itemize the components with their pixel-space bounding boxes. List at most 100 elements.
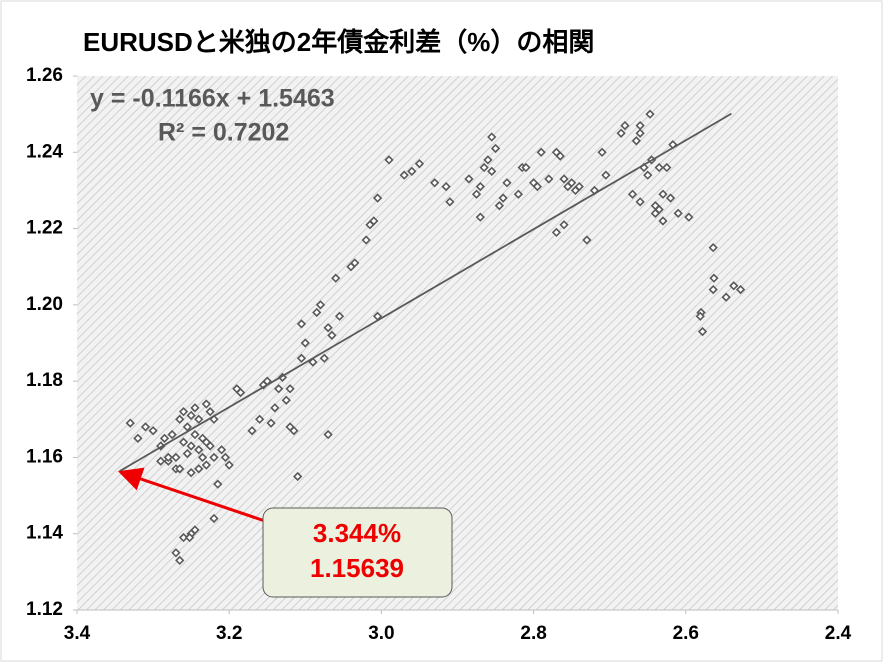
point — [479, 162, 489, 173]
point — [735, 284, 746, 295]
point — [327, 330, 337, 341]
point — [182, 448, 192, 459]
x-tick-label: 2.8 — [520, 623, 546, 644]
point — [224, 460, 234, 470]
point — [729, 281, 739, 291]
point — [296, 319, 307, 329]
point — [175, 555, 185, 566]
point — [289, 426, 299, 436]
point — [205, 407, 215, 417]
point — [220, 452, 231, 463]
point — [665, 193, 676, 203]
annotation-x-label: 3.344% — [313, 518, 401, 548]
point — [235, 387, 246, 398]
point — [369, 216, 379, 226]
plot-area — [77, 76, 838, 610]
trendline — [119, 112, 732, 472]
point — [308, 357, 318, 367]
point — [285, 384, 295, 394]
point — [513, 189, 524, 199]
point — [184, 532, 195, 543]
y-tick-label: 1.18 — [26, 370, 63, 391]
point — [582, 235, 592, 245]
point — [312, 307, 322, 318]
point — [414, 159, 425, 169]
point — [201, 399, 212, 409]
point — [487, 166, 497, 176]
point — [350, 258, 360, 268]
point — [266, 418, 276, 428]
point — [597, 147, 607, 157]
point — [658, 189, 668, 199]
y-tick-label: 1.12 — [26, 599, 63, 620]
y-tick-label: 1.26 — [26, 65, 63, 86]
point — [384, 155, 394, 165]
point — [551, 227, 562, 238]
point — [631, 136, 641, 146]
point — [331, 273, 341, 283]
point — [171, 548, 181, 558]
x-tick-label: 3.4 — [64, 623, 91, 644]
y-tick-label: 1.22 — [26, 218, 63, 239]
point — [178, 532, 189, 543]
point — [650, 208, 660, 218]
point — [255, 414, 265, 424]
point — [620, 120, 630, 131]
point — [194, 414, 204, 424]
point — [399, 170, 409, 180]
x-tick-label: 2.4 — [825, 623, 852, 644]
point — [574, 181, 584, 192]
point — [494, 201, 504, 211]
point — [209, 513, 219, 524]
point — [673, 208, 683, 218]
point — [372, 193, 383, 203]
annotation-box — [262, 507, 453, 598]
annotation-arrow — [117, 467, 266, 523]
point — [635, 128, 645, 138]
point — [159, 433, 170, 443]
point — [315, 300, 326, 310]
y-tick-label: 1.14 — [26, 523, 63, 544]
point — [536, 147, 546, 157]
y-tick-label: 1.16 — [26, 446, 63, 467]
point — [178, 437, 189, 447]
plot: 1.12 1.14 1.16 1.18 1.20 1.22 1.24 1.26 3.4 3.2 3.… — [26, 65, 852, 644]
point — [471, 189, 482, 199]
point — [163, 452, 173, 463]
point — [441, 181, 451, 192]
point — [156, 456, 166, 466]
point — [190, 403, 200, 413]
x-tick-label: 3.2 — [216, 623, 242, 644]
chart-title: EURUSDと米独の2年債金利差（%）の相関 — [83, 27, 594, 57]
point — [708, 243, 718, 253]
point — [498, 193, 508, 203]
point — [125, 418, 135, 428]
point — [721, 292, 731, 302]
point — [194, 445, 204, 455]
point — [334, 311, 345, 321]
point — [684, 212, 694, 222]
point — [483, 155, 493, 165]
point — [627, 189, 638, 199]
point — [430, 178, 440, 188]
point — [544, 174, 554, 184]
point — [270, 403, 280, 413]
point — [695, 311, 705, 321]
point — [186, 468, 196, 478]
point — [559, 174, 569, 184]
point — [293, 471, 303, 482]
point — [567, 178, 577, 188]
point — [616, 128, 626, 138]
point — [709, 273, 719, 283]
point — [323, 429, 333, 440]
point — [178, 407, 189, 417]
point — [247, 426, 257, 436]
point — [167, 429, 177, 440]
point — [559, 220, 569, 230]
point — [186, 410, 196, 421]
point — [555, 151, 565, 161]
point — [490, 143, 501, 154]
point — [475, 181, 485, 192]
point — [319, 353, 329, 363]
